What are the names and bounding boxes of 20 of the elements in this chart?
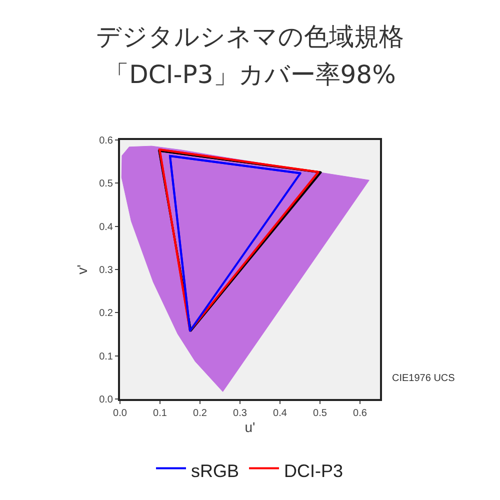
y-tick-label: 0.2: [99, 308, 114, 320]
text: CIE1976 UCS: [392, 373, 456, 384]
y-tick-label: 0.0: [99, 394, 114, 406]
y-tick-label: 0.5: [99, 178, 114, 190]
x-tick-label: 0.3: [233, 408, 248, 419]
x-tick-label: 0.1: [153, 408, 168, 419]
legend-label: sRGB: [191, 461, 240, 482]
y-axis-title: v': [74, 264, 90, 274]
y-tick-label: 0.1: [99, 351, 114, 362]
legend-label: DCI-P3: [284, 461, 344, 482]
y-tick-label: 0.3: [99, 265, 114, 276]
x-tick-label: 0.2: [193, 408, 208, 419]
y-tick-label: 0.4: [99, 222, 114, 233]
x-axis-title: u': [244, 419, 256, 435]
x-tick-label: 0.5: [313, 408, 328, 419]
x-tick-label: 0.6: [353, 408, 368, 419]
chart-title: デジタルシネマの色域規格「DCI-P3」カバー率98%: [95, 21, 405, 91]
x-tick-label: 0.4: [273, 408, 288, 419]
x-tick-label: 0.0: [113, 408, 128, 419]
y-tick-label: 0.6: [99, 136, 114, 146]
